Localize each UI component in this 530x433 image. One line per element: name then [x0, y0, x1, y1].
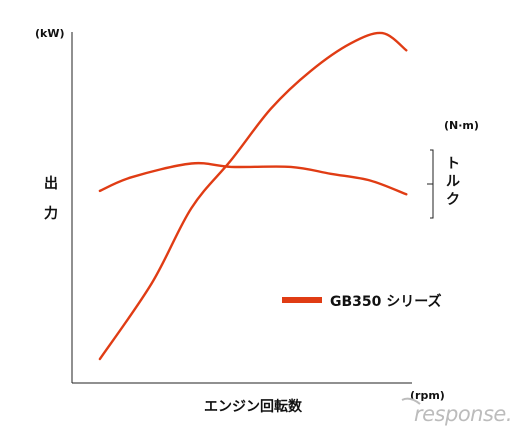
y-left-title-char-1: 出 [44, 175, 58, 192]
y-right-title-char-3: ク [446, 192, 460, 208]
y-left-title-char-2: 力 [44, 205, 58, 222]
power-line [98, 31, 408, 361]
y-right-title-char-1: ト [446, 156, 460, 172]
watermark-swoosh [401, 397, 421, 405]
y-left-unit: (kW) [35, 27, 65, 40]
watermark: response. [401, 397, 513, 426]
right-axis-bracket [427, 149, 434, 219]
watermark-text: response. [414, 402, 512, 426]
torque-line [98, 161, 408, 196]
x-axis-title: エンジン回転数 [204, 398, 303, 415]
y-right-unit: (N·m) [444, 119, 479, 132]
x-unit: (rpm) [410, 389, 445, 402]
legend-swatch [282, 297, 322, 303]
legend-label: GB350 シリーズ [330, 293, 442, 310]
y-right-title-char-2: ル [446, 174, 460, 190]
